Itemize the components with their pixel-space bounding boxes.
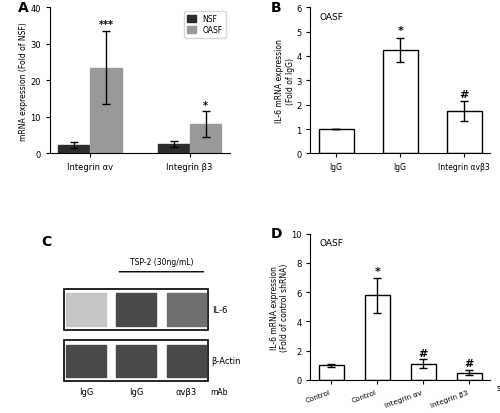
Text: β-Actin: β-Actin (212, 356, 241, 366)
Text: OASF: OASF (320, 239, 344, 247)
Bar (410, 364, 436, 380)
Bar (116, 345, 156, 377)
Bar (166, 345, 206, 377)
Text: mAb: mAb (210, 387, 228, 396)
Legend: NSF, OASF: NSF, OASF (184, 12, 226, 38)
Bar (90, 69, 122, 154)
Text: IgG: IgG (78, 387, 93, 396)
Bar (116, 294, 156, 326)
Text: ***: *** (98, 20, 114, 30)
Bar (382, 51, 418, 154)
Text: A: A (18, 1, 28, 15)
Y-axis label: IL-6 mRNA expression
(Fold of IgG): IL-6 mRNA expression (Fold of IgG) (275, 39, 294, 123)
Text: αvβ3: αvβ3 (176, 387, 197, 396)
Text: IL-6: IL-6 (212, 306, 227, 314)
Text: *: * (398, 26, 403, 36)
Text: TSP-2 (30 ng/mL): TSP-2 (30 ng/mL) (400, 273, 465, 282)
Y-axis label: IL-6 mRNA expression
(Fold of control shRNA): IL-6 mRNA expression (Fold of control sh… (270, 263, 289, 351)
Bar (318, 130, 354, 154)
Bar (456, 373, 482, 380)
Bar (66, 345, 106, 377)
Bar (364, 295, 390, 380)
Text: #: # (418, 348, 428, 358)
Bar (66, 294, 106, 326)
Text: TSP-2 (30ng/mL): TSP-2 (30ng/mL) (130, 257, 193, 266)
Text: #: # (464, 358, 474, 368)
Text: D: D (271, 227, 282, 241)
Bar (190, 125, 222, 154)
Text: C: C (41, 234, 51, 248)
Text: #: # (460, 89, 469, 100)
Text: *: * (374, 266, 380, 276)
Text: B: B (271, 1, 281, 15)
Text: IgG: IgG (129, 387, 144, 396)
Y-axis label: mRNA expression (Fold of NSF): mRNA expression (Fold of NSF) (18, 22, 28, 140)
Bar (58, 146, 90, 154)
Bar (318, 366, 344, 380)
Bar (64, 341, 208, 382)
Bar (64, 290, 208, 330)
Text: OASF: OASF (320, 13, 344, 21)
Text: *: * (203, 100, 208, 110)
Bar (166, 294, 206, 326)
Text: shRNA: shRNA (497, 383, 500, 392)
Bar (446, 112, 482, 154)
Bar (158, 145, 190, 154)
